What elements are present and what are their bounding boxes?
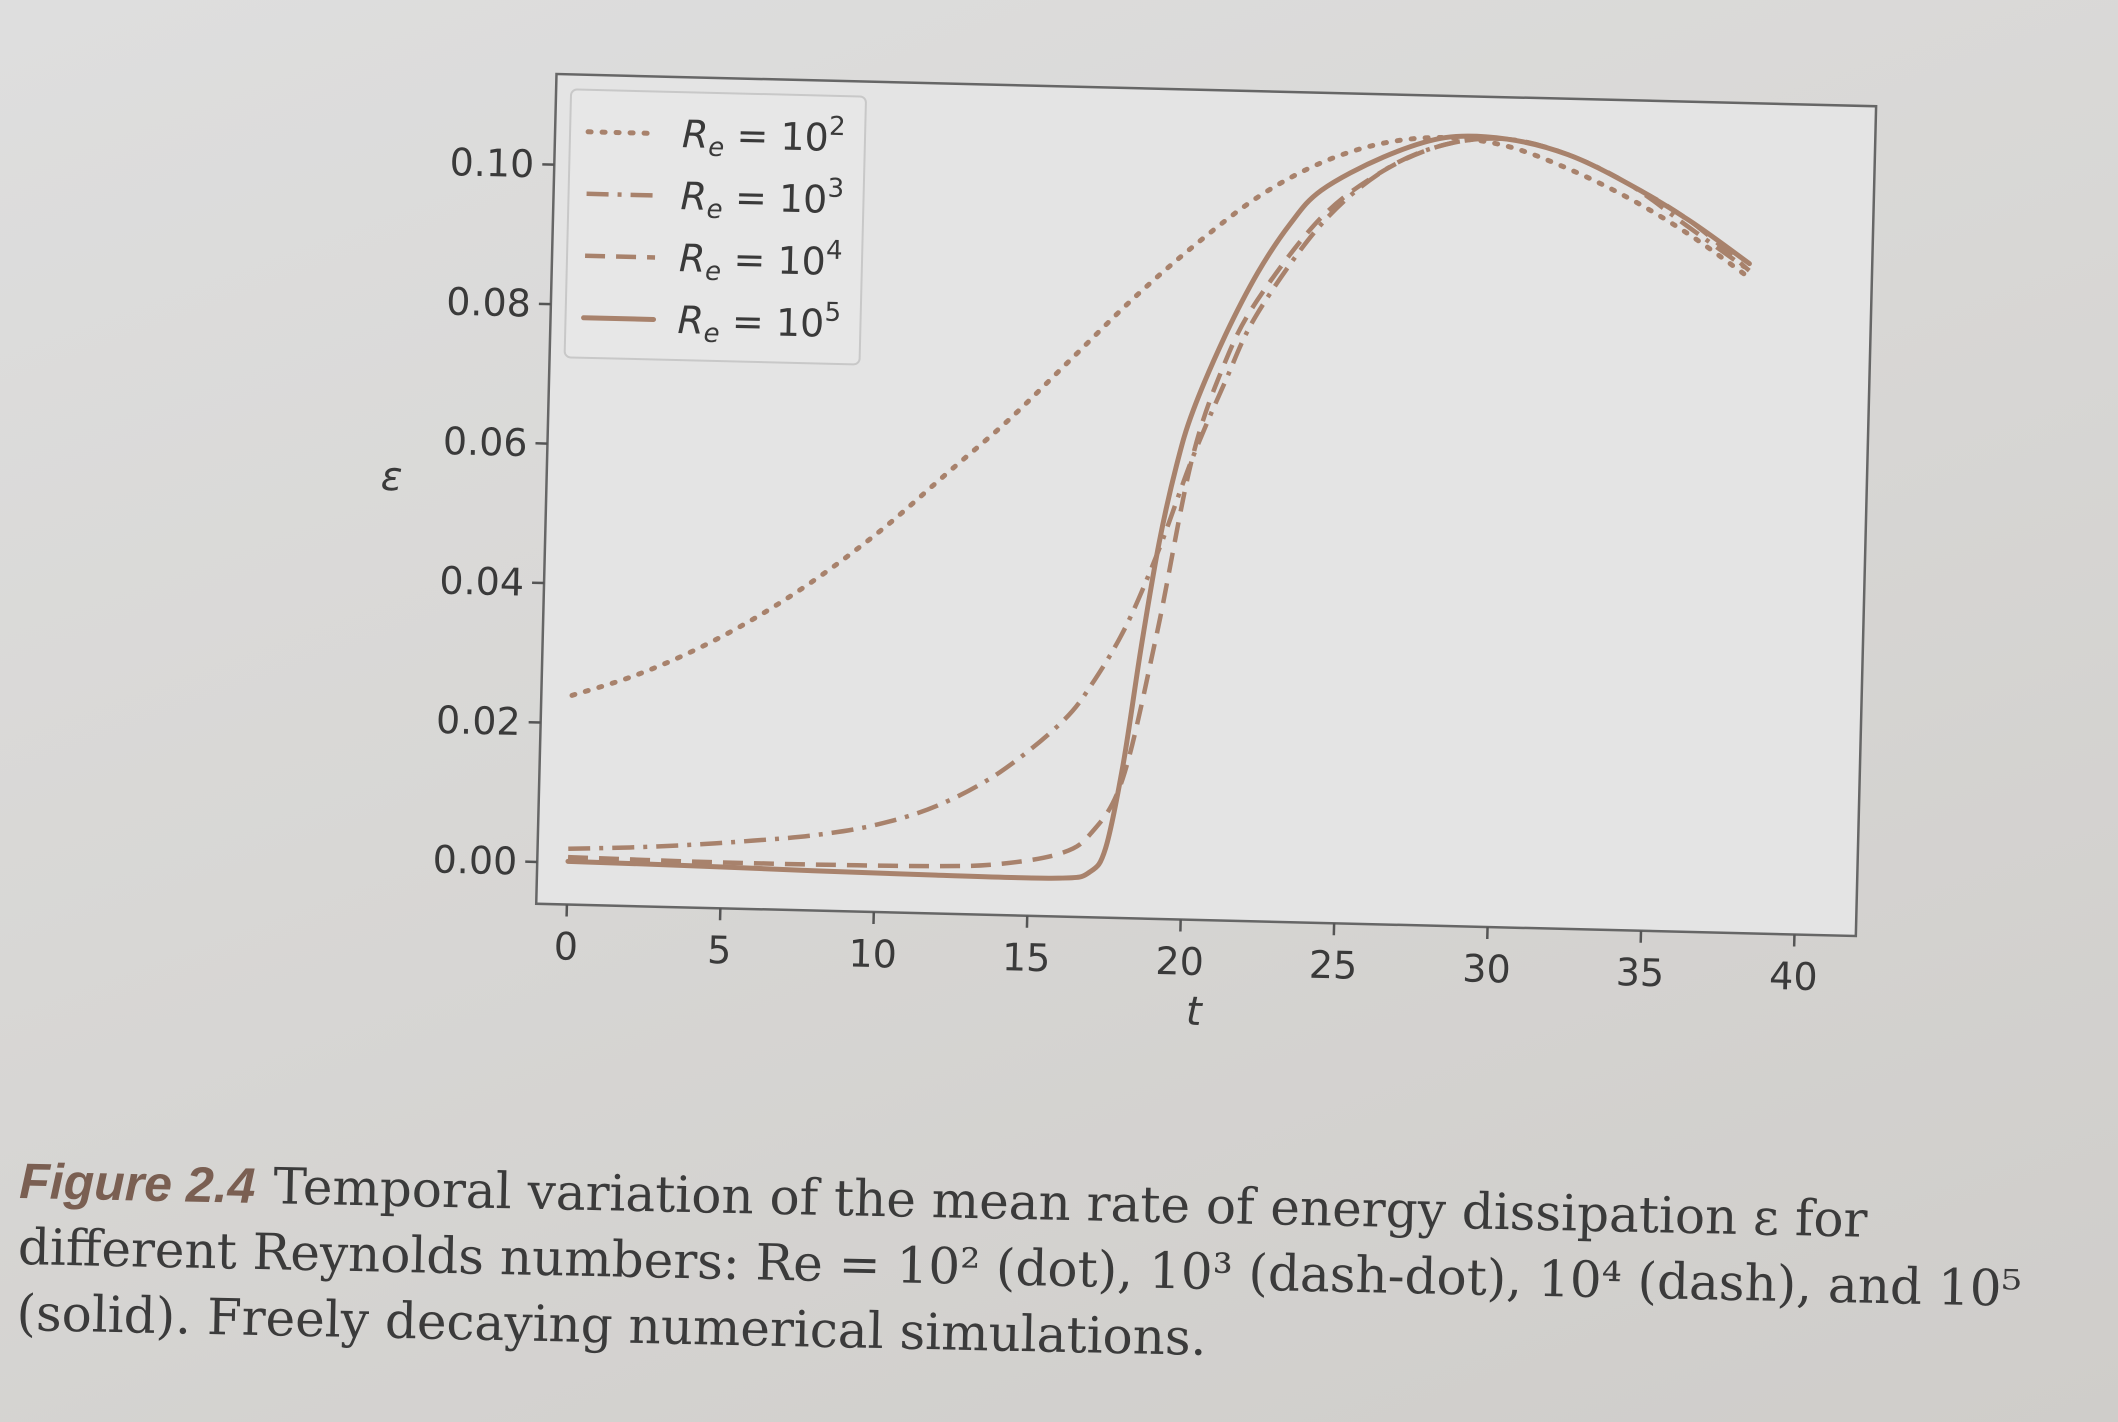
legend-swatch-dot	[585, 129, 661, 137]
y-axis-label: ε	[380, 454, 403, 501]
chart: 0 5 10 15 20 25 30 35 40 0.00 0.02 0.04 0.06 0.08 0.1…	[380, 72, 1878, 1035]
x-tick-label: 5	[707, 928, 732, 973]
legend-swatch-solid	[581, 315, 657, 322]
series-line-dashdot	[568, 136, 1751, 851]
x-tick-label: 25	[1308, 943, 1357, 988]
y-axis: 0.00 0.02 0.04 0.06 0.08 0.10	[432, 140, 555, 883]
x-axis-label: t	[1185, 989, 1203, 1035]
y-tick-label: 0.00	[432, 837, 518, 883]
legend-box	[563, 88, 867, 366]
series-line-solid	[565, 133, 1752, 881]
y-tick-label: 0.04	[439, 558, 525, 604]
legend-swatch-dashdot	[586, 191, 657, 198]
legend-entry: Re = 104	[678, 232, 843, 290]
figure-label: Figure 2.4	[18, 1152, 257, 1214]
legend-swatch-dash	[585, 253, 656, 260]
legend-entry: Re = 105	[677, 294, 842, 352]
legend-entry: Re = 102	[681, 108, 846, 166]
y-tick-label: 0.02	[436, 698, 522, 744]
series-layer	[565, 133, 1752, 881]
x-axis: 0 5 10 15 20 25 30 35 40	[553, 904, 1818, 999]
x-tick-label: 15	[1001, 935, 1050, 980]
x-tick-label: 30	[1462, 946, 1511, 991]
y-tick-label: 0.08	[446, 280, 532, 326]
y-tick-label: 0.10	[449, 140, 535, 186]
y-tick-label: 0.06	[442, 419, 528, 465]
plot-group: 0 5 10 15 20 25 30 35 40 0.00 0.02 0.04 0.06 0.08 0.1…	[380, 72, 1878, 1035]
x-tick-label: 40	[1769, 954, 1818, 999]
plot-area	[534, 72, 1878, 938]
figure-caption: Figure 2.4 Temporal variation of the mean…	[16, 1148, 2090, 1389]
legend-entry: Re = 103	[680, 170, 845, 228]
x-tick-label: 10	[848, 931, 897, 976]
x-tick-label: 20	[1155, 939, 1204, 984]
x-tick-label: 35	[1615, 950, 1664, 995]
caption-text: Temporal variation of the mean rate of e…	[15, 1157, 2023, 1367]
x-tick-label: 0	[553, 924, 578, 969]
series-line-dot	[569, 134, 1752, 698]
